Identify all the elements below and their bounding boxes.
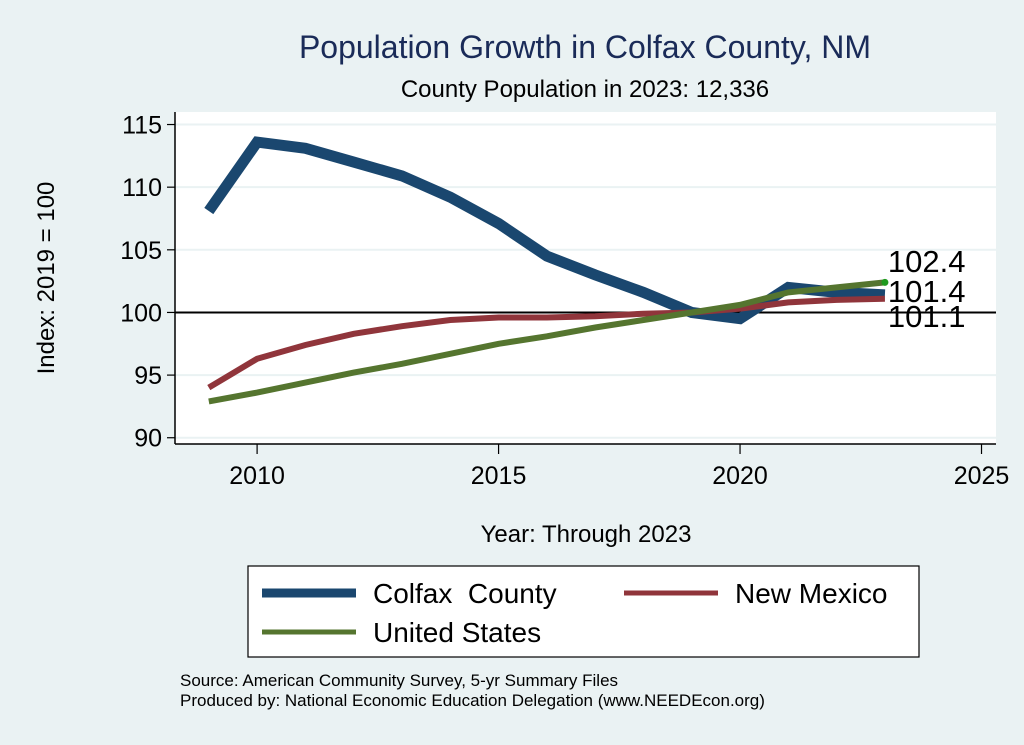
- end-label-united-states: 102.4: [888, 244, 966, 279]
- legend: Colfax County New Mexico United States: [247, 565, 920, 658]
- plot-area: [175, 112, 996, 444]
- series-line-united-states: [208, 279, 886, 405]
- y-axis-ticks: 90 95 100 105 110 115: [120, 112, 175, 453]
- legend-label-colfax: Colfax County: [373, 578, 557, 609]
- producer-note: Produced by: National Economic Education…: [180, 691, 765, 710]
- end-label-new-mexico: 101.1: [888, 299, 966, 334]
- legend-label-united-states: United States: [373, 617, 541, 648]
- y-tick-label-115: 115: [122, 112, 162, 140]
- end-label-colfax-county: 101.4: [888, 274, 966, 309]
- y-tick-label-105: 105: [120, 237, 162, 265]
- x-axis-title: Year: Through 2023: [481, 521, 692, 548]
- end-marker-united-states: [881, 278, 889, 286]
- legend-box: [247, 565, 920, 658]
- x-tick-label-2010: 2010: [229, 462, 285, 490]
- y-tick-label-90: 90: [134, 425, 162, 453]
- series-line-new-mexico: [207, 295, 885, 391]
- chart-subtitle: County Population in 2023: 12,336: [401, 76, 769, 103]
- x-tick-label-2025: 2025: [954, 462, 1010, 490]
- x-axis-ticks: 2010 2015 2020 2025: [229, 444, 1009, 490]
- source-note: Source: American Community Survey, 5-yr …: [180, 671, 618, 690]
- series-lines: [204, 136, 889, 405]
- y-axis-title: Index: 2019 = 100: [33, 182, 60, 375]
- legend-label-new-mexico: New Mexico: [735, 578, 887, 609]
- y-tick-label-95: 95: [134, 362, 162, 390]
- x-tick-label-2015: 2015: [471, 462, 527, 490]
- y-tick-label-100: 100: [120, 299, 162, 327]
- chart-title: Population Growth in Colfax County, NM: [299, 29, 871, 65]
- y-tick-label-110: 110: [122, 174, 162, 202]
- x-tick-label-2020: 2020: [712, 462, 768, 490]
